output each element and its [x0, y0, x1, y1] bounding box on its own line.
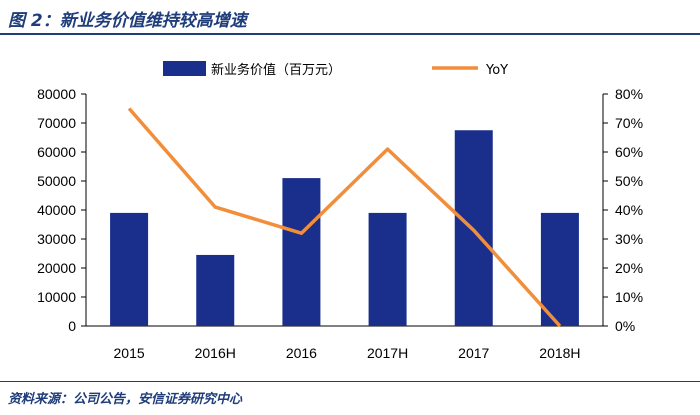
chart-legend: 新业务价值（百万元） YoY	[163, 61, 508, 78]
y-left-tick-label: 0	[68, 318, 76, 334]
y-right-tick-label: 60%	[615, 144, 643, 160]
y-left-tick-label: 10000	[37, 289, 76, 305]
x-tick-label: 2016	[286, 345, 317, 361]
chart: 0 10000 20000 30000 40000 50000 60000 70000 8000…	[37, 61, 643, 361]
y-right-tick-label: 10%	[615, 289, 643, 305]
title-divider	[0, 33, 700, 35]
y-left-tick-label: 70000	[37, 115, 76, 131]
y-right-tick-label: 50%	[615, 173, 643, 189]
legend-bar-swatch	[163, 61, 206, 76]
yoy-line	[127, 107, 562, 328]
x-tick-label: 2016H	[195, 345, 236, 361]
bar	[110, 212, 149, 326]
bar	[368, 212, 407, 326]
y-left-tick-label: 80000	[37, 86, 76, 102]
y-right-tick-label: 80%	[615, 86, 643, 102]
x-tick-label: 2017H	[367, 345, 408, 361]
y-right-tick-label: 30%	[615, 231, 643, 247]
x-tick-label: 2017	[458, 345, 489, 361]
figure-title: 图 2：新业务价值维持较高增速	[8, 11, 247, 31]
y-right-tick-label: 40%	[615, 202, 643, 218]
y-right-tick-label: 20%	[615, 260, 643, 276]
y-left-tick-label: 60000	[37, 144, 76, 160]
line-series	[127, 107, 562, 328]
y-right-tick-label: 70%	[615, 115, 643, 131]
bar	[540, 212, 579, 326]
legend-line-label: YoY	[485, 63, 508, 78]
y-left-tick-label: 20000	[37, 260, 76, 276]
source-note: 资料来源：公司公告，安信证券研究中心	[8, 392, 243, 407]
bar	[282, 178, 321, 326]
y-right-tick-label: 0%	[615, 318, 635, 334]
chart-axes: 0 10000 20000 30000 40000 50000 60000 70000 8000…	[37, 86, 643, 361]
y-left-tick-label: 50000	[37, 173, 76, 189]
bar-series	[110, 130, 579, 326]
bar	[196, 254, 235, 326]
y-left-tick-label: 30000	[37, 231, 76, 247]
legend-bar-label: 新业务价值（百万元）	[211, 62, 341, 78]
x-tick-label: 2015	[114, 345, 145, 361]
y-left-tick-label: 40000	[37, 202, 76, 218]
source-divider	[0, 381, 700, 382]
x-tick-label: 2018H	[539, 345, 580, 361]
